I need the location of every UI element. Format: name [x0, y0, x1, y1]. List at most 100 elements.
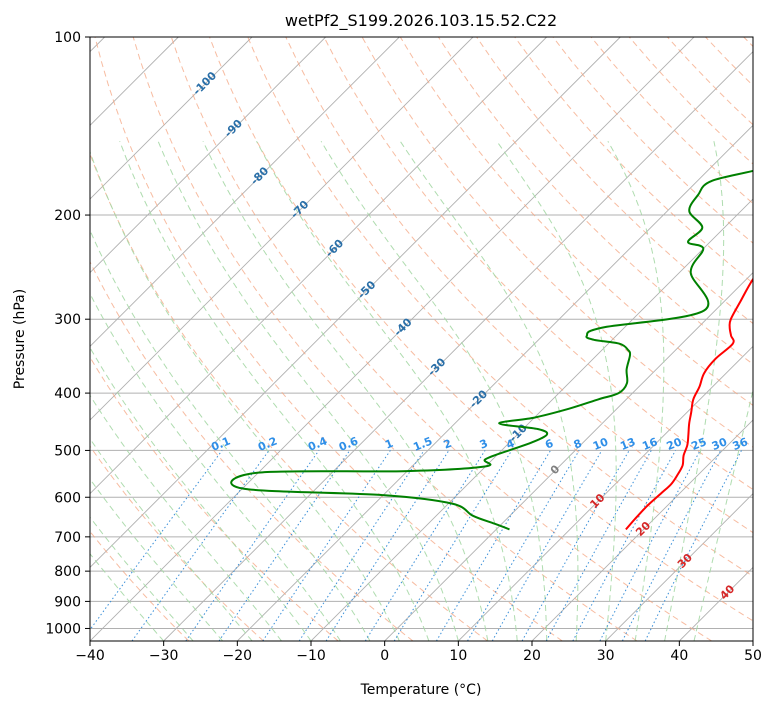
mixing-ratio-line: [521, 450, 630, 641]
isotherm-label: 30: [675, 551, 695, 571]
mixing-ratio-line: [393, 450, 513, 641]
mixing-ratio-label: 0.6: [337, 434, 360, 453]
moist-adiabat: [693, 387, 753, 641]
moist-adiabat: [202, 140, 489, 641]
isotherm-label: -100: [190, 69, 219, 98]
mixing-ratio-label: 25: [689, 435, 708, 453]
mixing-ratio-line: [435, 450, 552, 641]
mixing-ratio-label: 2: [442, 437, 454, 452]
x-tick-label: 30: [597, 648, 615, 664]
mixing-ratio-line: [262, 450, 391, 641]
x-tick-label: 10: [449, 648, 467, 664]
moist-adiabat: [90, 437, 253, 641]
isotherm-line: [237, 124, 753, 641]
dry-adiabat: [590, 37, 753, 205]
dry-adiabat: [247, 37, 753, 577]
isotherm-line: [90, 37, 621, 568]
isotherm-line: [90, 37, 326, 274]
dry-adiabat: [705, 37, 753, 87]
isotherm-line: [310, 198, 753, 641]
y-tick-label: 800: [54, 564, 81, 580]
mixing-ratio-line: [364, 450, 486, 641]
isotherm-line: [531, 419, 753, 641]
dry-adiabat: [323, 37, 753, 491]
dry-adiabat: [743, 37, 753, 48]
moist-adiabat: [664, 141, 725, 641]
isotherm-label: -60: [323, 236, 346, 259]
mixing-ratio-labels: 0.1 0.2 0.4 0.6 1 1.5 2 3 4 6 8 10 13 16 20 25 30 36: [209, 434, 750, 453]
x-axis: −40 −30 −20 −10 0 10 20 30 40 50: [75, 641, 762, 664]
isotherm-label: -20: [467, 387, 490, 410]
isotherm-label: 20: [633, 519, 653, 539]
dry-adiabat: [90, 260, 414, 641]
y-axis-label: Pressure (hPa): [12, 289, 28, 389]
y-tick-label: 1000: [45, 621, 81, 637]
moist-adiabat: [90, 150, 400, 641]
isotherm-line: [752, 640, 753, 641]
mixing-ratio-line: [599, 450, 701, 641]
mixing-ratio-line: [325, 450, 450, 641]
y-axis: 100 200 300 400 500 600 700 800 900 1000: [45, 30, 90, 637]
chart-title: wetPf2_S199.2026.103.15.52.C22: [285, 11, 557, 31]
moist-adiabat: [90, 229, 371, 641]
dry-adiabat: [552, 37, 753, 244]
y-tick-label: 600: [54, 490, 81, 506]
isotherm-line: [679, 566, 753, 641]
x-tick-label: 20: [523, 648, 541, 664]
dry-adiabat: [90, 152, 488, 641]
dry-adiabat: [209, 37, 753, 622]
mixing-ratio-label: 0.4: [306, 434, 329, 453]
x-tick-label: 40: [670, 648, 688, 664]
mixing-ratio-label: 1.5: [411, 434, 434, 453]
dewpoint-line: [230, 169, 753, 531]
x-tick-label: −30: [149, 648, 179, 664]
isotherm-line: [90, 37, 547, 495]
dry-adiabat: [90, 530, 190, 641]
dry-adiabat: [90, 356, 339, 641]
isotherm-line: [90, 37, 695, 641]
y-tick-label: 300: [54, 312, 81, 328]
mixing-ratio-label: 1: [383, 437, 395, 452]
x-tick-label: 0: [380, 648, 389, 664]
y-tick-label: 200: [54, 208, 81, 224]
isotherm-line: [90, 37, 474, 421]
moist-adiabat: [90, 292, 341, 641]
isotherm-line: [90, 37, 400, 347]
mixing-ratio-line: [572, 450, 676, 641]
plot-frame: [89, 36, 754, 642]
moist-adiabat: [90, 478, 223, 641]
moist-adiabat: [157, 141, 459, 641]
dry-adiabat: [285, 37, 753, 534]
temperature-line: [625, 277, 753, 531]
x-axis-label: Temperature (°C): [360, 682, 482, 698]
mixing-ratio-label: 36: [731, 435, 750, 453]
dry-adiabat: [90, 445, 264, 641]
y-tick-label: 400: [54, 386, 81, 402]
mixing-ratio-label: 13: [618, 435, 637, 453]
y-tick-label: 500: [54, 443, 81, 459]
isotherm-label: -80: [248, 164, 271, 187]
moist-adiabat: [90, 552, 165, 641]
mixing-ratio-label: 8: [572, 437, 584, 452]
isotherm-line: [163, 51, 753, 641]
dry-adiabat: [476, 37, 753, 325]
mixing-ratio-label: 30: [710, 435, 729, 453]
mixing-ratio-line: [185, 450, 320, 641]
isotherm-label: -90: [222, 117, 245, 140]
sounding-lines: [230, 169, 753, 531]
mixing-ratio-label: 6: [543, 437, 555, 452]
mixing-ratio-label: 10: [591, 435, 610, 453]
x-tick-label: 50: [744, 648, 762, 664]
dry-adiabat: [132, 37, 638, 641]
mixing-ratio-label: 0.2: [256, 434, 279, 453]
isotherm-line: [90, 37, 253, 200]
dry-adiabat: [170, 37, 712, 641]
mixing-ratio-line: [467, 450, 580, 641]
moist-adiabat: [90, 394, 282, 641]
mixing-ratio-line: [545, 450, 652, 641]
isotherm-line: [605, 493, 753, 641]
mixing-ratio-label: 3: [478, 437, 490, 452]
isotherm-label: -70: [288, 198, 311, 221]
isotherm-label: 40: [717, 582, 737, 602]
